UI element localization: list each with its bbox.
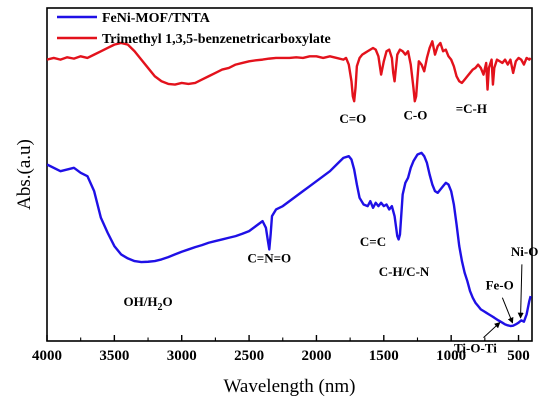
annotation-titi: Ti-O-Ti [454,341,497,356]
legend-label-feni-mof: FeNi-MOF/TNTA [102,11,211,26]
x-tick-label-4000: 4000 [32,348,62,364]
annotation-arrow-titi [483,322,501,339]
annotation-arrow-nio [517,264,524,319]
series-layer [47,40,532,328]
annotation-ch-cn: C-H/C-N [379,264,430,279]
x-tick-label-3000: 3000 [167,348,197,364]
annotation-layer: C=O C-O =C-H C=N=O C=C C-H/C-N Ni-O Fe-O Ti-O-Ti… [124,101,539,356]
x-tick-label-1500: 1500 [369,348,399,364]
legend-label-trimethyl: Trimethyl 1,3,5-benzenetricarboxylate [102,32,331,47]
annotation-arrow-feo [501,297,514,324]
annotation-cc: C=C [360,234,386,249]
x-axis-title: Wavelength (nm) [224,376,356,397]
annotation-co-double: C=O [339,111,366,126]
x-tick-label-500: 500 [507,348,530,364]
series-line-0 [47,151,532,328]
series-line-1 [47,40,532,103]
x-axis-ticks: 4000 3500 3000 2500 2000 1500 1000 500 [32,335,530,364]
annotation-co-single: C-O [404,108,428,123]
axes-frame [46,7,533,342]
legend: FeNi-MOF/TNTA Trimethyl 1,3,5-benzenetri… [57,11,331,47]
y-axis-title: Abs.(a.u) [14,139,35,210]
x-tick-label-2000: 2000 [301,348,331,364]
annotation-feo: Fe-O [486,277,514,292]
annotation-cnn: C=N=O [247,251,291,266]
annotation-ch-aromatic: =C-H [456,101,487,116]
annotation-ohh2o: OH/H2O [124,294,173,313]
plot-area: 4000 3500 3000 2500 2000 1500 1000 500 C=O C-O =C… [32,7,539,364]
x-tick-label-1000: 1000 [436,348,466,364]
annotation-nio: Ni-O [511,244,538,259]
x-tick-label-3500: 3500 [99,348,129,364]
x-tick-label-2500: 2500 [234,348,264,364]
